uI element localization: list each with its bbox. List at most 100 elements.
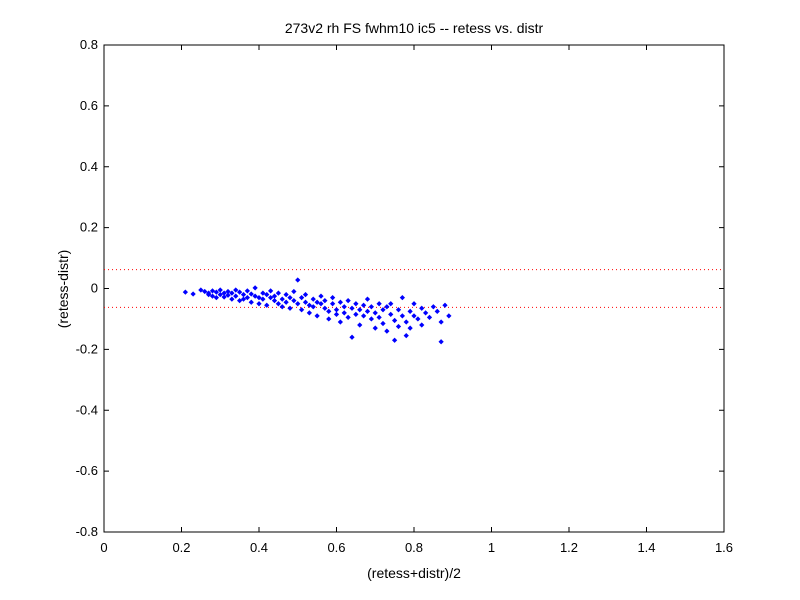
y-tick-label: -0.2 [76, 341, 98, 356]
data-point [209, 293, 216, 299]
data-point [264, 291, 270, 298]
data-point [256, 295, 262, 301]
data-point [299, 307, 305, 313]
data-point [283, 291, 289, 298]
data-point [333, 311, 340, 317]
data-point [302, 299, 309, 305]
data-point [256, 301, 262, 307]
data-point [240, 296, 247, 302]
data-point [384, 328, 390, 334]
data-point [430, 304, 436, 310]
data-point [345, 314, 351, 321]
data-point [438, 319, 444, 325]
data-point [229, 296, 235, 302]
data-point [361, 313, 367, 319]
data-point [337, 319, 343, 325]
data-point [283, 299, 289, 305]
y-tick-label: -0.4 [76, 402, 98, 417]
data-point [322, 305, 328, 311]
data-point [395, 323, 402, 330]
data-point [206, 291, 212, 298]
data-point [182, 289, 188, 295]
chart-title: 273v2 rh FS fwhm10 ic5 -- retess vs. dis… [285, 20, 544, 36]
data-point [209, 288, 216, 294]
data-point [411, 313, 417, 319]
data-point [419, 322, 425, 328]
data-point [345, 298, 351, 304]
x-tick-label: 0 [100, 540, 107, 555]
data-point [287, 305, 293, 311]
data-point [364, 308, 371, 314]
data-point [233, 293, 239, 299]
data-point [248, 291, 254, 297]
data-point [423, 310, 429, 316]
data-point [244, 288, 250, 294]
data-point [225, 292, 231, 298]
data-points [182, 277, 452, 345]
x-axis-ticks: 0 0.2 0.4 0.6 0.8 1 1.2 1.4 1.6 [100, 45, 733, 555]
data-point [318, 293, 324, 299]
y-tick-label: 0.8 [80, 37, 98, 52]
x-tick-label: 1 [488, 540, 495, 555]
data-point [233, 287, 239, 293]
x-tick-label: 0.4 [250, 540, 268, 555]
data-point [275, 301, 281, 307]
data-point [446, 313, 452, 319]
plot-area [103, 44, 725, 533]
x-tick-label: 0.6 [327, 540, 345, 555]
data-point [306, 310, 312, 316]
x-tick-label: 1.4 [637, 540, 655, 555]
data-point [295, 301, 301, 307]
data-point [252, 293, 258, 299]
data-point [399, 295, 405, 301]
data-point [337, 299, 343, 305]
y-tick-label: 0.4 [80, 159, 98, 174]
data-point [302, 291, 309, 298]
data-point [310, 304, 316, 310]
y-axis-label: (retess-distr) [55, 250, 71, 329]
data-point [213, 289, 219, 295]
data-point [388, 301, 394, 307]
x-tick-label: 0.8 [405, 540, 423, 555]
data-point [217, 287, 223, 293]
data-point [291, 288, 297, 295]
data-point [353, 311, 359, 317]
data-point [252, 285, 258, 291]
data-point [271, 293, 278, 299]
data-point [395, 307, 402, 313]
data-point [310, 296, 316, 302]
data-point [403, 333, 409, 339]
data-point [380, 307, 386, 313]
data-point [434, 308, 440, 314]
data-point [244, 295, 250, 301]
data-point [279, 304, 285, 310]
data-point [388, 311, 394, 317]
y-tick-label: -0.8 [76, 524, 98, 539]
data-point [271, 298, 278, 304]
data-point [361, 302, 367, 308]
data-point [376, 301, 382, 307]
data-point [314, 299, 320, 305]
data-point [326, 308, 332, 314]
data-point [392, 337, 398, 343]
data-point [279, 296, 285, 302]
data-point [202, 288, 208, 295]
data-point [341, 304, 347, 310]
data-point [372, 310, 378, 316]
data-point [268, 288, 274, 294]
data-point [221, 294, 227, 300]
data-point [419, 305, 425, 311]
data-point [368, 304, 374, 310]
data-point [291, 298, 297, 304]
y-tick-label: 0.6 [80, 98, 98, 113]
y-tick-label: 0.2 [80, 220, 98, 235]
data-point [349, 305, 355, 311]
data-point [330, 295, 336, 301]
data-point [341, 310, 347, 316]
data-point [330, 301, 336, 307]
data-point [190, 291, 196, 297]
data-point [353, 301, 359, 307]
data-point [268, 295, 274, 301]
data-point [415, 316, 421, 322]
